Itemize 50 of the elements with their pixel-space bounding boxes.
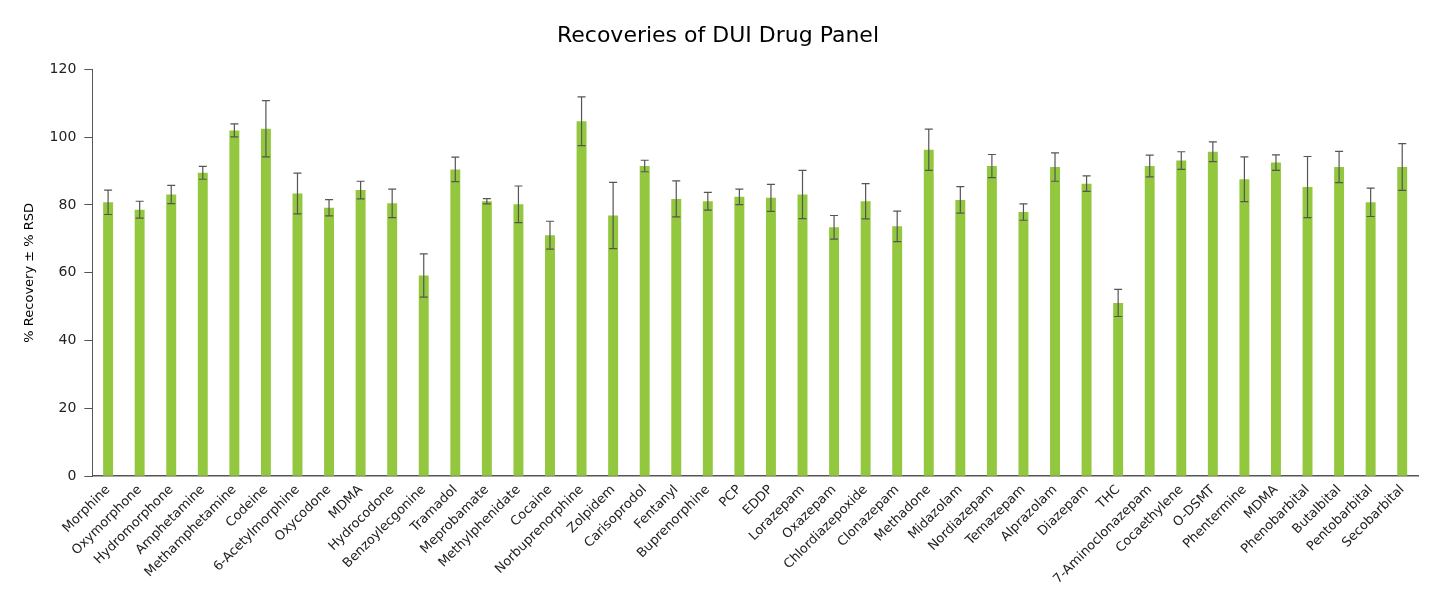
bar: [450, 169, 461, 476]
bar: [292, 193, 303, 476]
bar: [765, 197, 776, 476]
bar: [134, 209, 145, 476]
chart-title: Recoveries of DUI Drug Panel: [556, 21, 880, 47]
bar: [576, 121, 587, 476]
y-tick-label: 120: [49, 60, 77, 77]
bar: [1144, 166, 1155, 476]
bar: [860, 201, 871, 476]
y-tick-label: 20: [58, 399, 77, 416]
bar: [734, 196, 745, 476]
bar: [1270, 162, 1281, 476]
bar: [986, 166, 997, 476]
bar: [1081, 183, 1092, 476]
bar: [324, 207, 335, 476]
y-axis-title: % Recovery ± % RSD: [21, 202, 37, 343]
bar: [1207, 151, 1218, 476]
y-tick-label: 80: [58, 195, 77, 212]
bar: [260, 128, 271, 476]
bar: [671, 198, 682, 476]
bar: [513, 204, 524, 476]
bar: [639, 166, 650, 476]
bar: [923, 149, 934, 476]
bar: [892, 226, 903, 476]
bar: [166, 194, 177, 476]
bar: [545, 235, 555, 476]
y-tick-label: 60: [58, 263, 77, 280]
y-tick-label: 0: [67, 466, 77, 483]
bar: [103, 202, 114, 476]
bar: [1050, 167, 1060, 476]
y-tick-label: 40: [58, 331, 77, 348]
bar: [418, 275, 429, 476]
bar: [197, 172, 208, 476]
bar: [1176, 160, 1187, 476]
bar: [481, 201, 492, 476]
bar: [797, 194, 808, 476]
bar: [955, 199, 966, 476]
bar: [1334, 167, 1345, 476]
y-tick-label: 100: [49, 127, 77, 144]
bar: [229, 130, 240, 476]
bar: [1239, 179, 1250, 476]
bar: [608, 215, 619, 476]
bar: [1113, 302, 1124, 476]
bar: [355, 190, 366, 476]
bar: [829, 227, 840, 476]
bar: [1018, 212, 1029, 476]
bar: [387, 203, 398, 476]
bar: [702, 201, 713, 476]
bar: [1397, 167, 1408, 476]
bar: [1365, 202, 1376, 476]
